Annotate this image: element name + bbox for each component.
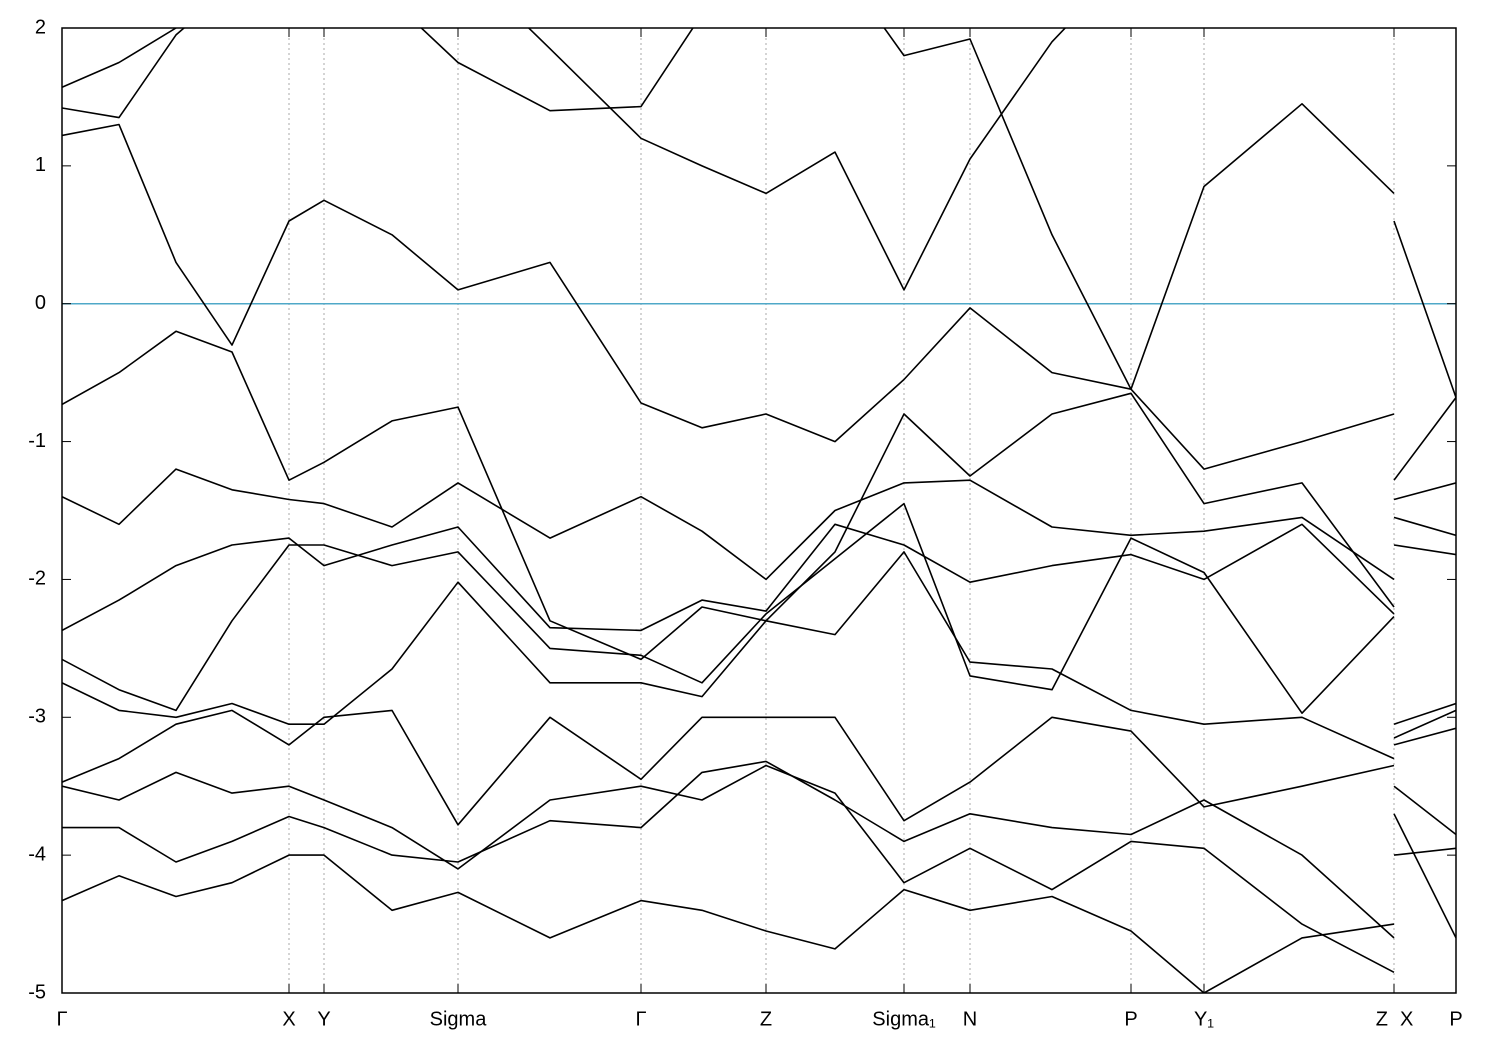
y-tick-label: 0	[35, 292, 46, 314]
y-tick-label: 2	[35, 16, 46, 38]
band-line	[62, 760, 1456, 939]
bands-layer	[62, 28, 1456, 993]
y-tick-label: -3	[28, 706, 46, 728]
band-line	[62, 123, 1456, 481]
y-tick-label: -1	[28, 430, 46, 452]
y-tick-label: 1	[35, 154, 46, 176]
band-line	[62, 523, 1456, 632]
y-tick-label: -2	[28, 568, 46, 590]
x-tick-label: Γ	[56, 1008, 67, 1030]
band-line	[62, 468, 1456, 581]
band-line	[62, 847, 1456, 993]
x-tick-label: Y	[317, 1008, 330, 1030]
band-line	[62, 764, 1456, 974]
x-tick-label: Sigma	[430, 1008, 488, 1030]
plot-frame	[61, 27, 1457, 994]
band-line	[62, 709, 1456, 826]
x-tick-label: Z	[1376, 1008, 1388, 1030]
band-line	[62, 330, 1456, 661]
grid-layer	[61, 28, 1457, 993]
band-line	[62, 28, 1067, 291]
x-tick-label: N	[963, 1008, 977, 1030]
x-tick-label: P	[1449, 1008, 1462, 1030]
x-tick-label: P	[1124, 1008, 1137, 1030]
x-tick-label: Y₁	[1194, 1008, 1214, 1030]
x-tick-label: X	[1400, 1008, 1413, 1030]
y-tick-label: -4	[28, 843, 46, 865]
band-line	[62, 28, 1456, 398]
band-line	[62, 551, 1456, 760]
x-tick-label: X	[282, 1008, 295, 1030]
band-line	[62, 502, 1456, 725]
x-tick-label: Z	[760, 1008, 772, 1030]
x-tick-label: Γ	[635, 1008, 646, 1030]
y-tick-label: -5	[28, 981, 46, 1003]
x-tick-label: Sigma₁	[872, 1008, 936, 1030]
